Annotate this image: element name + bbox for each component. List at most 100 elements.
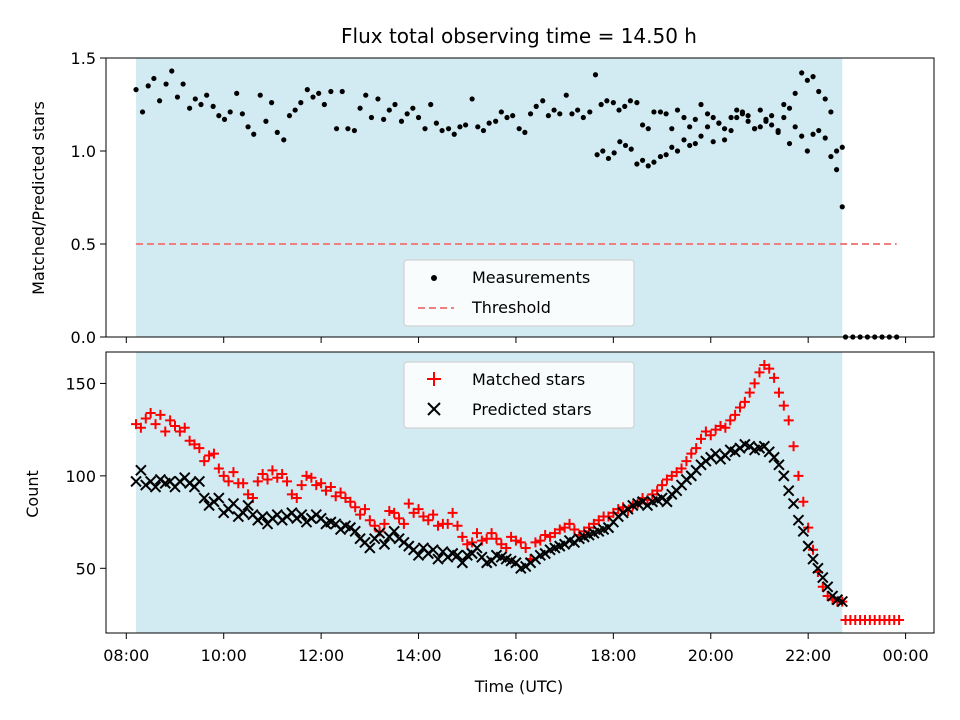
measurement-point xyxy=(221,116,228,122)
matched-star-point xyxy=(457,531,468,542)
measurement-point xyxy=(475,124,481,130)
top-y-tick-label: 1.5 xyxy=(71,49,96,68)
measurement-point xyxy=(728,114,734,121)
measurement-point xyxy=(298,100,304,106)
measurement-point xyxy=(339,88,345,95)
measurement-point xyxy=(210,103,216,109)
matched-star-point xyxy=(817,581,828,592)
matched-star-point xyxy=(778,400,789,411)
measurement-point xyxy=(639,157,646,163)
measurement-point xyxy=(822,96,828,102)
measurement-point xyxy=(428,101,434,108)
measurement-point xyxy=(687,142,693,149)
measurement-point xyxy=(804,77,810,83)
measurement-point xyxy=(663,111,669,117)
measurement-point xyxy=(651,159,657,165)
measurement-point xyxy=(415,114,422,121)
matched-star-point xyxy=(749,378,760,389)
predicted-star-point xyxy=(817,571,829,584)
x-tick-label: 18:00 xyxy=(590,646,636,665)
measurement-point xyxy=(739,109,746,115)
measurement-point xyxy=(510,113,516,119)
matched-star-point xyxy=(696,433,707,444)
measurement-point xyxy=(486,120,492,126)
matched-star-point xyxy=(213,463,224,474)
predicted-star-point xyxy=(812,562,824,575)
measurement-point xyxy=(716,120,722,126)
predicted-star-point xyxy=(295,508,308,521)
measurement-point xyxy=(234,90,240,96)
measurement-point xyxy=(645,163,651,169)
matched-star-point xyxy=(462,539,473,550)
top-axes-frame xyxy=(105,57,935,338)
measurement-point xyxy=(187,105,193,111)
matched-star-point xyxy=(515,537,526,548)
measurement-point xyxy=(133,87,139,93)
predicted-star-point xyxy=(198,492,210,504)
measurement-point xyxy=(333,126,340,132)
matched-star-point xyxy=(554,524,565,535)
measurement-point xyxy=(457,124,463,130)
matched-star-point xyxy=(725,415,736,426)
matched-star-point xyxy=(379,518,390,529)
measurement-point xyxy=(617,139,623,145)
measurement-point xyxy=(439,127,445,134)
measurement-point xyxy=(198,101,204,108)
measurement-point xyxy=(651,109,657,115)
top-y-tick-label: 0.5 xyxy=(71,235,96,254)
measurement-point xyxy=(799,133,805,139)
measurement-point xyxy=(604,98,610,104)
matched-star-point xyxy=(325,481,336,492)
measurement-point xyxy=(251,131,257,137)
matched-star-point xyxy=(160,426,171,437)
matched-star-point xyxy=(291,493,302,504)
x-tick-label: 12:00 xyxy=(298,646,344,665)
x-tick-label: 00:00 xyxy=(883,646,929,665)
matched-star-point xyxy=(535,535,546,546)
matched-star-point xyxy=(257,469,268,480)
matched-star-point xyxy=(739,396,750,407)
matched-star-point xyxy=(691,443,702,454)
measurement-point xyxy=(810,131,816,137)
predicted-star-point xyxy=(373,527,386,539)
x-tick-label: 20:00 xyxy=(688,646,734,665)
measurement-point xyxy=(645,126,651,132)
matched-star-point xyxy=(715,420,726,431)
measurement-point xyxy=(504,114,510,121)
predicted-star-point xyxy=(778,470,790,482)
matched-star-point xyxy=(481,533,492,544)
measurement-point xyxy=(451,131,457,137)
measurement-point xyxy=(681,137,687,143)
bottom-y-tick-label: 150 xyxy=(65,374,96,393)
matched-star-point xyxy=(433,520,444,531)
chart-title: Flux total observing time = 14.50 h xyxy=(341,24,697,48)
matched-star-point xyxy=(277,469,288,480)
measurement-point xyxy=(180,81,186,87)
matched-star-point xyxy=(316,478,327,489)
predicted-stars-series xyxy=(130,438,848,608)
measurement-point xyxy=(404,111,410,117)
matched-star-point xyxy=(208,448,219,459)
measurement-point xyxy=(498,109,504,115)
predicted-star-point xyxy=(427,544,439,556)
measurement-point xyxy=(634,161,640,167)
measurement-point xyxy=(551,107,557,113)
predicted-star-point xyxy=(412,549,425,562)
measurement-point xyxy=(286,113,293,119)
measurement-point xyxy=(639,122,646,128)
measurement-point xyxy=(710,114,716,121)
matched-star-point xyxy=(447,507,458,518)
matched-star-point xyxy=(394,513,405,524)
measurement-point xyxy=(721,137,728,143)
measurement-point xyxy=(545,113,552,119)
measurement-point xyxy=(792,90,798,96)
measurement-point xyxy=(375,96,381,102)
measurement-point xyxy=(610,100,616,106)
matched-star-point xyxy=(452,520,463,531)
measurement-point xyxy=(634,100,640,106)
bottom-x-ticks: 08:00 10:00 12:00 14:00 16:00 18:00 20:00 22:00… xyxy=(103,633,929,665)
predicted-star-point xyxy=(149,481,162,493)
matched-star-point xyxy=(204,450,215,461)
measurement-point xyxy=(752,126,758,132)
measurement-point xyxy=(227,109,233,115)
